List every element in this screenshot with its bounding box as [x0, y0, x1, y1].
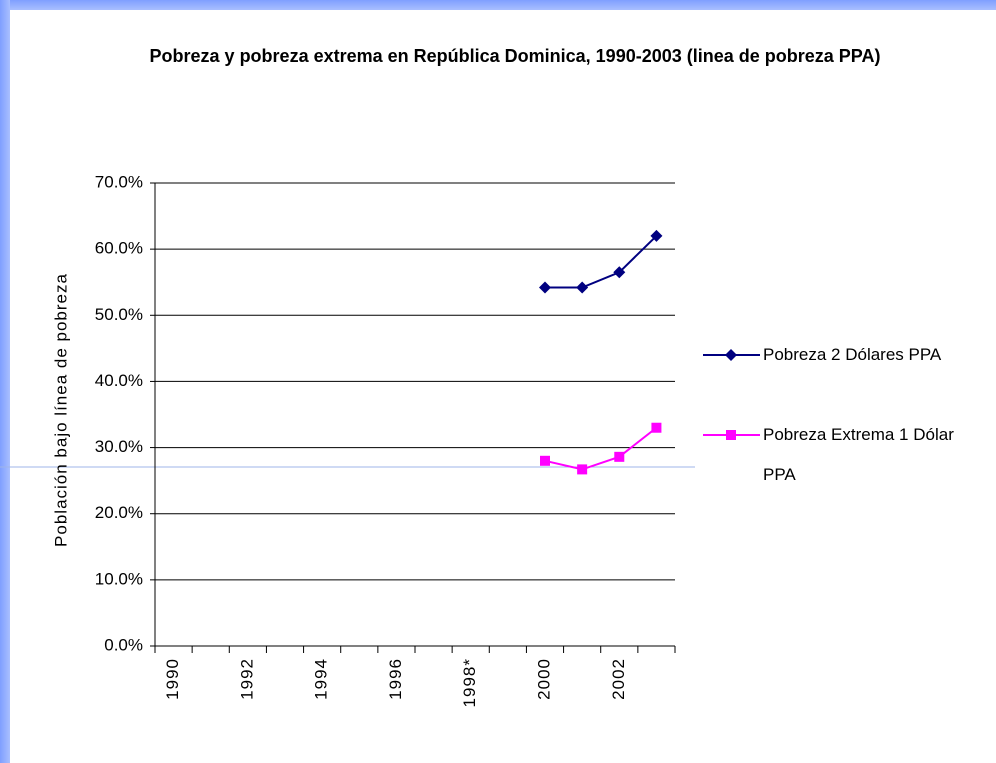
- x-tick-label: 1994: [312, 658, 331, 700]
- marker: [539, 281, 551, 294]
- y-tick-label: 0.0%: [104, 635, 143, 654]
- y-tick-label: 40.0%: [95, 371, 143, 390]
- y-tick-label: 60.0%: [95, 239, 143, 258]
- marker: [650, 229, 663, 242]
- y-tick-label: 10.0%: [95, 569, 143, 588]
- chart-title: Pobreza y pobreza extrema en República D…: [149, 46, 881, 66]
- frame: [0, 0, 996, 10]
- marker: [613, 266, 626, 279]
- x-tick-label: 1996: [386, 658, 405, 700]
- marker: [726, 430, 736, 440]
- x-tick-label: 1998*: [460, 658, 479, 707]
- y-tick-label: 20.0%: [95, 503, 143, 522]
- x-tick-label: 1992: [237, 658, 256, 700]
- frame: [0, 0, 10, 763]
- x-tick-label: 2002: [609, 658, 628, 700]
- marker: [614, 451, 625, 462]
- marker: [576, 281, 589, 294]
- y-tick-label: 30.0%: [95, 437, 143, 456]
- series-line: [545, 235, 658, 289]
- x-tick-label: 1990: [163, 658, 182, 700]
- series-line: [544, 426, 658, 471]
- legend-label: Pobreza Extrema 1 Dólar PPA: [763, 425, 954, 484]
- marker: [577, 464, 588, 475]
- y-tick-label: 70.0%: [95, 172, 143, 191]
- x-tick-label: 2000: [534, 658, 553, 700]
- y-tick-label: 50.0%: [95, 305, 143, 324]
- y-axis-label: Población bajo línea de pobreza: [51, 273, 70, 547]
- marker: [540, 455, 550, 466]
- legend-label: Pobreza 2 Dólares PPA: [763, 345, 942, 364]
- marker: [651, 422, 662, 433]
- marker: [725, 349, 737, 361]
